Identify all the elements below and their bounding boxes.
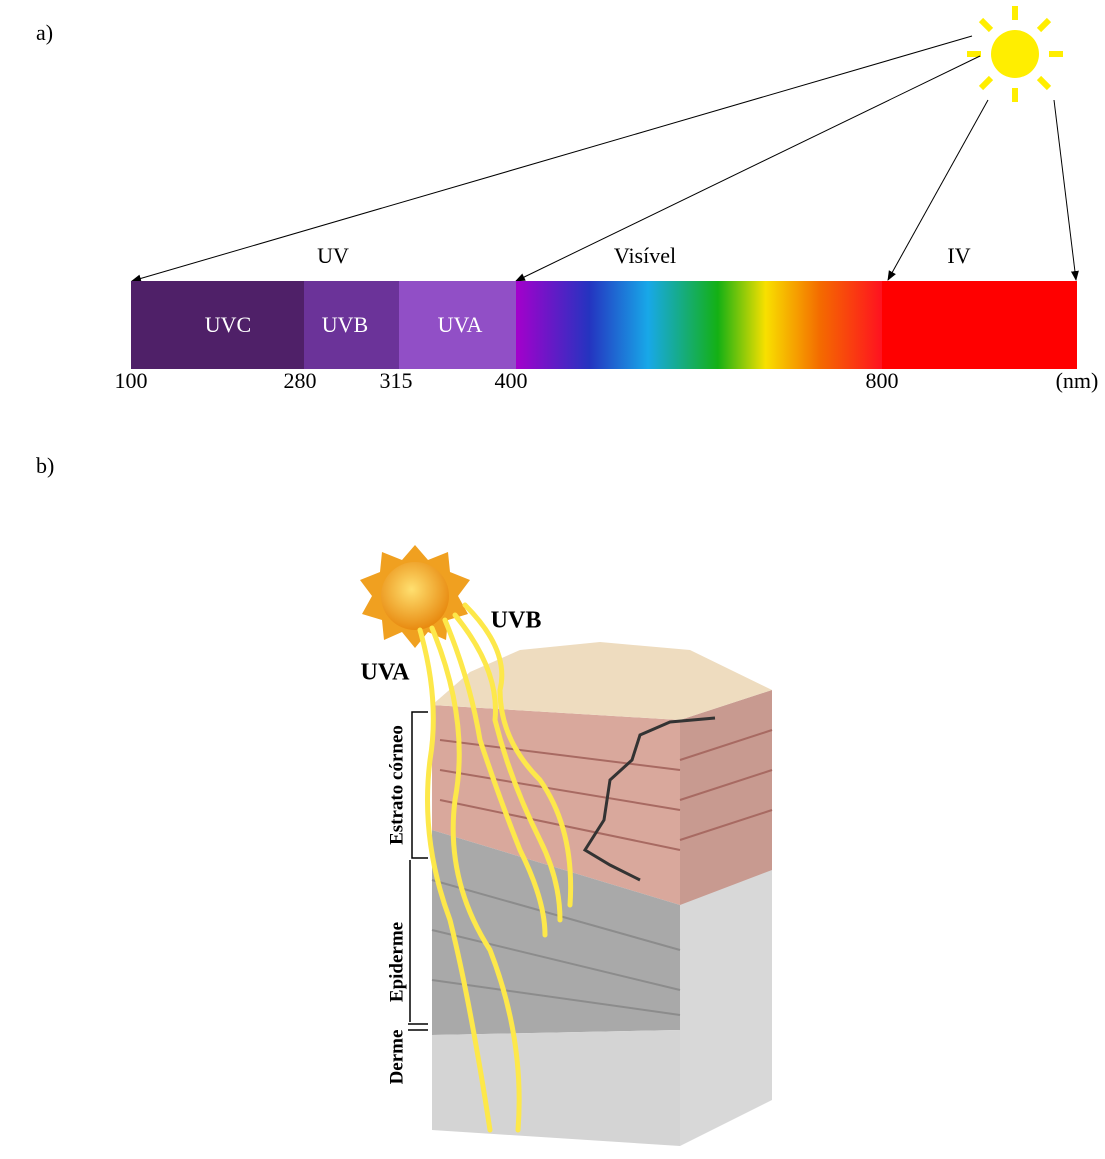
figure: a) UV Visível IV UVC UVB UVA 100 280 315… (0, 0, 1105, 1159)
layer-label: Derme (386, 1030, 407, 1085)
region-label: UV (317, 243, 349, 268)
ray-label: UVA (361, 660, 411, 686)
layer-label: Estrato córneo (386, 725, 407, 845)
layer-brackets (408, 712, 428, 1030)
region-label: IV (947, 243, 970, 268)
panel-label: b) (36, 453, 54, 478)
tick-label: 400 (495, 368, 528, 393)
ray-label: UVB (491, 608, 542, 634)
region-label: Visível (614, 243, 676, 268)
band-label: UVB (322, 312, 368, 337)
layer-label: Epiderme (386, 922, 407, 1002)
panel-label: a) (36, 20, 53, 45)
sun-illustration (360, 545, 470, 648)
unit-label: (nm) (1056, 368, 1099, 393)
skin-block (432, 642, 772, 1146)
arrows (132, 36, 1076, 281)
sun (967, 6, 1063, 102)
band-label: UVA (438, 312, 483, 337)
spectrum-bar (131, 281, 1077, 369)
tick-label: 800 (866, 368, 899, 393)
tick-label: 100 (115, 368, 148, 393)
tick-label: 315 (380, 368, 413, 393)
band-label: UVC (205, 312, 251, 337)
tick-label: 280 (284, 368, 317, 393)
